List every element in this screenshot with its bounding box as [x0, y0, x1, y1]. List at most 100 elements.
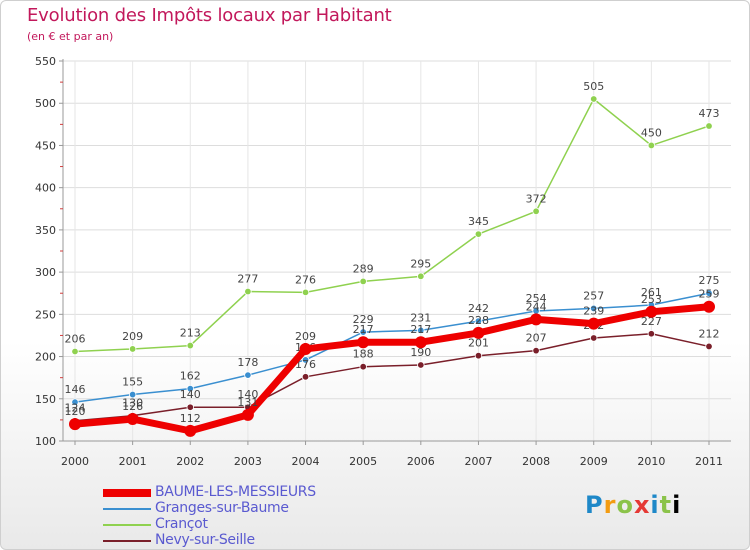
logo-letter: t [659, 491, 673, 519]
y-tick-label: 300 [35, 266, 56, 279]
data-point [590, 95, 598, 103]
data-label: 231 [410, 311, 431, 324]
data-point [126, 413, 139, 426]
data-label: 155 [122, 376, 143, 389]
series-line [71, 303, 713, 435]
data-label: 146 [65, 383, 86, 396]
legend-swatch-nevy [103, 540, 151, 542]
data-point [299, 342, 312, 355]
series-line [74, 292, 710, 403]
y-tick-label: 100 [35, 435, 56, 448]
series-line [74, 98, 710, 353]
y-tick-label: 250 [35, 308, 56, 321]
data-label: 206 [65, 332, 86, 345]
data-point [244, 287, 252, 296]
data-point [474, 230, 483, 238]
data-label: 253 [641, 293, 662, 306]
data-label: 289 [353, 262, 374, 275]
data-label: 277 [237, 273, 258, 286]
data-point [184, 424, 197, 437]
data-point [705, 342, 713, 351]
data-label: 209 [295, 330, 316, 343]
data-point [186, 341, 194, 350]
data-label: 217 [353, 323, 374, 336]
data-point [530, 313, 543, 326]
x-tick-label: 2002 [176, 455, 204, 468]
x-tick-label: 2008 [522, 455, 550, 468]
data-label: 473 [699, 107, 720, 120]
y-tick-label: 550 [35, 55, 56, 68]
data-label: 261 [641, 286, 662, 299]
data-label: 259 [699, 288, 720, 301]
chart-subtitle: (en € et par an) [27, 30, 114, 43]
data-label: 190 [410, 346, 431, 359]
legend-swatch-crancot [103, 524, 151, 526]
data-label: 257 [583, 289, 604, 302]
data-point [414, 336, 427, 349]
data-point [128, 390, 137, 399]
legend-label-nevy: Nevy-sur-Seille [155, 532, 255, 548]
proxiti-logo: Proxiti [585, 491, 681, 519]
legend-swatch-granges [103, 508, 151, 510]
legend-label-crancot: Crançot [155, 516, 208, 532]
x-tick-label: 2003 [234, 455, 262, 468]
data-label: 178 [237, 356, 258, 369]
data-label: 229 [353, 313, 374, 326]
x-tick-label: 2001 [119, 455, 147, 468]
data-label: 131 [237, 396, 258, 409]
data-label: 212 [699, 327, 720, 340]
data-point [359, 277, 367, 286]
data-label: 295 [410, 257, 431, 270]
chart-title: Evolution des Impôts locaux par Habitant [27, 5, 392, 26]
data-label: 505 [583, 80, 604, 93]
x-tick-label: 2004 [292, 455, 320, 468]
data-point [71, 347, 79, 356]
data-point [186, 384, 194, 393]
logo-letter: i [672, 491, 682, 519]
data-label: 140 [237, 388, 258, 401]
data-label: 130 [122, 397, 143, 410]
data-point [301, 373, 310, 381]
logo-letter: i [650, 491, 660, 519]
data-label: 207 [526, 332, 547, 345]
data-point [417, 326, 425, 335]
data-point [301, 356, 310, 364]
x-tick-label: 2006 [407, 455, 435, 468]
data-point [705, 122, 713, 130]
data-point [128, 345, 137, 353]
data-point [472, 326, 485, 339]
x-tick-label: 2007 [464, 455, 492, 468]
data-point [244, 371, 252, 379]
data-point [359, 328, 367, 336]
y-tick-label: 200 [35, 351, 56, 364]
x-tick-label: 2000 [61, 455, 89, 468]
logo-letter: x [633, 491, 651, 519]
data-label: 112 [180, 412, 201, 425]
legend-label-baume: BAUME-LES-MESSIEURS [155, 484, 316, 500]
data-label: 188 [353, 348, 374, 361]
data-label: 275 [699, 274, 720, 287]
data-label: 227 [641, 315, 662, 328]
data-point [532, 207, 540, 216]
data-label: 209 [122, 330, 143, 343]
data-point [301, 288, 310, 297]
data-point [417, 361, 425, 369]
data-point [590, 334, 598, 342]
data-point [71, 398, 79, 406]
data-point [241, 408, 254, 421]
data-label: 126 [122, 400, 143, 413]
y-tick-label: 350 [35, 224, 56, 237]
y-tick-label: 400 [35, 182, 56, 195]
logo-letter: P [585, 491, 604, 519]
data-label: 162 [180, 370, 201, 383]
series-line [74, 333, 710, 422]
x-tick-label: 2010 [637, 455, 665, 468]
legend-label-granges: Granges-sur-Baume [155, 500, 289, 516]
data-point [359, 362, 367, 371]
data-label: 254 [526, 292, 547, 305]
data-label: 120 [65, 405, 86, 418]
data-label: 276 [295, 273, 316, 286]
logo-letter: o [616, 491, 634, 519]
